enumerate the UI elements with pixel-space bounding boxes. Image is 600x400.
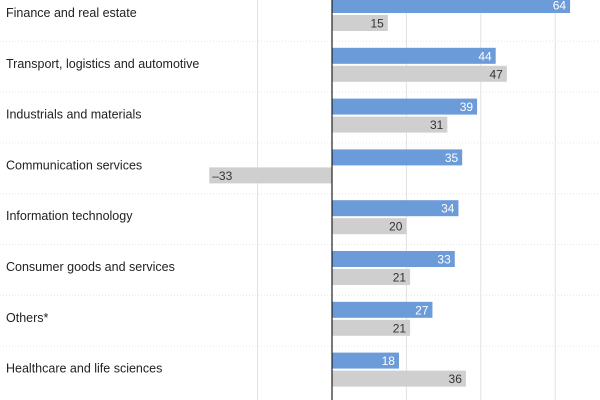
bar-series-1 [332,149,463,166]
data-label: 36 [449,372,463,386]
category-label: Finance and real estate [6,6,137,20]
category-label: Transport, logistics and automotive [6,57,199,71]
data-label: 47 [489,67,503,81]
data-label: 31 [430,118,444,132]
bar-series-2 [332,15,388,31]
category-label: Others* [6,311,49,325]
bar-series-1 [332,251,455,267]
category-labels: Finance and real estate Transport, logist… [6,6,199,376]
data-label: 64 [553,0,567,13]
row-separators [0,40,600,347]
data-label: 21 [393,321,407,335]
bar-series-1 [332,0,571,13]
category-label: Industrials and materials [6,108,141,122]
bar-series-2 [332,269,411,285]
bar-series-1 [332,301,433,318]
data-label: –33 [212,169,232,183]
bar-series-2 [332,65,507,82]
bar-series-2 [332,218,407,235]
data-label: 21 [393,271,407,285]
bar-series-2 [332,319,411,336]
data-label: 20 [389,220,403,234]
bar-series-2 [332,116,448,133]
category-label: Consumer goods and services [6,260,175,274]
bar-series-2 [209,167,332,184]
data-label: 39 [460,100,474,114]
data-label: 34 [441,202,455,216]
category-label: Information technology [6,209,133,223]
data-label: 33 [437,253,451,267]
data-label: 27 [415,303,429,317]
bar-series-1 [332,98,478,115]
bar-series-2 [332,370,466,387]
data-label: 35 [445,151,459,165]
bar-series-1 [332,200,459,217]
data-label: 44 [478,49,492,63]
bar-series-1 [332,352,399,369]
bars [209,0,571,387]
category-label: Communication services [6,158,142,172]
data-label: 15 [370,17,384,31]
value-labels: 64 15 44 47 39 31 35 –33 34 20 33 21 27 21 18 36 [212,0,566,386]
bar-series-1 [332,47,496,64]
category-label: Healthcare and life sciences [6,362,162,376]
data-label: 18 [382,354,396,368]
